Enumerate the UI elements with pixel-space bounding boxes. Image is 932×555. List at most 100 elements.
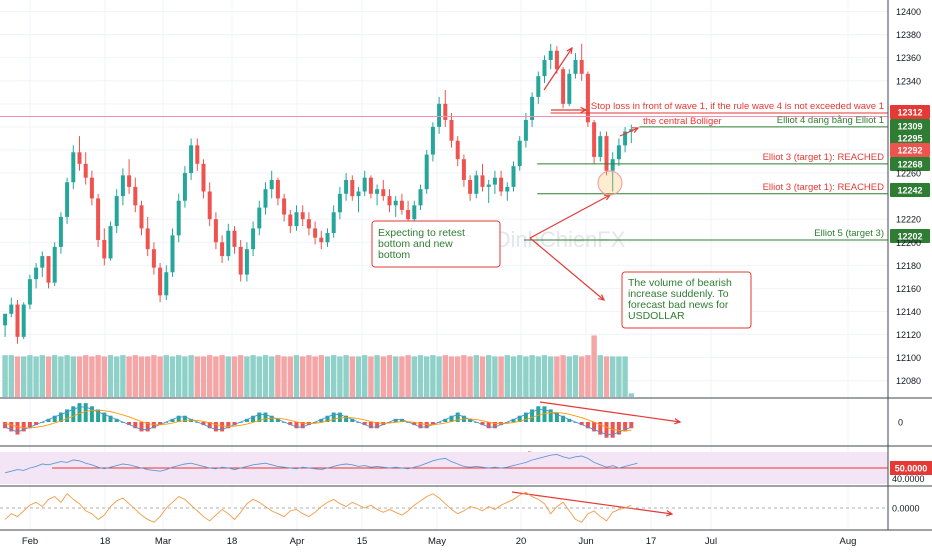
volume-bar — [238, 355, 244, 397]
macd-histogram-bar — [213, 422, 218, 432]
macd-histogram-bar — [83, 403, 88, 422]
macd-histogram-bar — [21, 422, 26, 432]
candle-body — [573, 59, 578, 74]
volume-bar — [486, 355, 492, 397]
macd-histogram-bar — [102, 412, 107, 422]
candle — [399, 193, 404, 215]
candle — [189, 138, 194, 180]
candle-body — [331, 212, 336, 234]
candle-body — [58, 216, 63, 247]
candle — [480, 163, 485, 192]
macd-histogram-bar — [629, 422, 634, 429]
annotation-arrowhead-3 — [580, 106, 588, 114]
candle — [306, 212, 311, 236]
candle — [83, 152, 88, 185]
candlestick-series — [3, 43, 634, 344]
volume-bar — [256, 356, 262, 397]
candle — [585, 71, 590, 127]
candle — [393, 196, 398, 217]
candle — [195, 138, 200, 171]
candle-body — [15, 304, 20, 337]
candle — [213, 212, 218, 250]
candle-body — [319, 237, 324, 243]
volume-bar — [83, 355, 89, 397]
candle-body — [120, 175, 125, 197]
candle-body — [108, 226, 113, 259]
price-tick-label: 12360 — [896, 53, 921, 63]
volume-bar — [467, 356, 473, 397]
volume-bar — [132, 355, 138, 397]
macd-histogram-bar — [133, 422, 138, 429]
candle-body — [337, 193, 342, 213]
macd-histogram-bar — [455, 412, 460, 422]
volume-bar — [275, 355, 281, 397]
macd-histogram-bar — [226, 422, 231, 429]
candle-body — [189, 145, 194, 174]
rsi-level-badge-text: 50.0000 — [895, 464, 928, 474]
macd-histogram-bar — [65, 409, 70, 422]
candle-body — [52, 246, 57, 283]
candle — [554, 46, 559, 74]
volume-bar — [163, 355, 169, 397]
candle — [3, 313, 8, 337]
macd-histogram-bar — [511, 418, 516, 422]
price-tick-label: 12140 — [896, 307, 921, 317]
candle — [418, 184, 423, 210]
candle — [368, 175, 373, 199]
volume-bar — [194, 356, 200, 397]
candle-body — [368, 177, 373, 194]
annotation-arrowhead-2 — [566, 46, 573, 55]
candle — [176, 193, 181, 243]
price-tick-label: 12220 — [896, 215, 921, 225]
macd-histogram-bar — [623, 422, 628, 432]
level-label-5: Elliot 3 (target 1): REACHED — [763, 182, 885, 193]
candle-body — [89, 177, 94, 199]
candle — [257, 200, 262, 236]
candle — [344, 173, 349, 201]
macd-histogram-bar — [263, 412, 268, 422]
candle — [616, 138, 621, 167]
candle-body — [592, 122, 597, 157]
candle — [269, 170, 274, 199]
macd-histogram-bar — [579, 422, 584, 426]
macd-histogram-bar — [96, 409, 101, 422]
price-badge-1 — [890, 119, 930, 133]
macd-histogram-bar — [319, 418, 324, 422]
macd-histogram-bar — [468, 418, 473, 422]
price-axis: 12080 12100 12120 12140 12160 12180 12200 12220… — [0, 0, 932, 531]
candle — [170, 228, 175, 277]
volume-bar — [436, 356, 442, 397]
candle — [151, 242, 156, 275]
rsi-line — [4, 453, 638, 474]
candle — [207, 182, 212, 227]
candle-body — [71, 152, 76, 183]
annotation-volume-line: increase suddenly. To — [628, 288, 729, 300]
volume-bar — [380, 356, 386, 397]
price-badge-text-3: 12292 — [897, 146, 922, 156]
candle-body — [486, 184, 491, 187]
candle — [300, 205, 305, 227]
macd-histogram-bar — [294, 422, 299, 429]
macd-histogram-bar — [9, 422, 14, 432]
volume-bar — [293, 355, 300, 397]
candle-body — [102, 239, 107, 259]
candle-body — [499, 177, 504, 192]
candle-body — [306, 219, 311, 229]
macd-histogram-bar — [3, 422, 8, 429]
candle — [21, 302, 26, 340]
time-tick-label: 15 — [357, 536, 368, 547]
candle-body — [474, 175, 479, 194]
time-tick-label: Aug — [840, 536, 857, 547]
volume-bar — [145, 356, 151, 397]
volume-bar — [417, 355, 424, 397]
candle-body — [585, 73, 590, 123]
volume-bar — [101, 356, 107, 397]
macd-histogram-bar — [257, 412, 262, 422]
macd-histogram-bar — [530, 409, 535, 422]
annotation-arrowhead-7 — [666, 510, 674, 517]
candle-body — [288, 214, 293, 227]
time-tick-label: 18 — [227, 536, 238, 547]
price-badge-text-1: 12309 — [897, 122, 922, 132]
